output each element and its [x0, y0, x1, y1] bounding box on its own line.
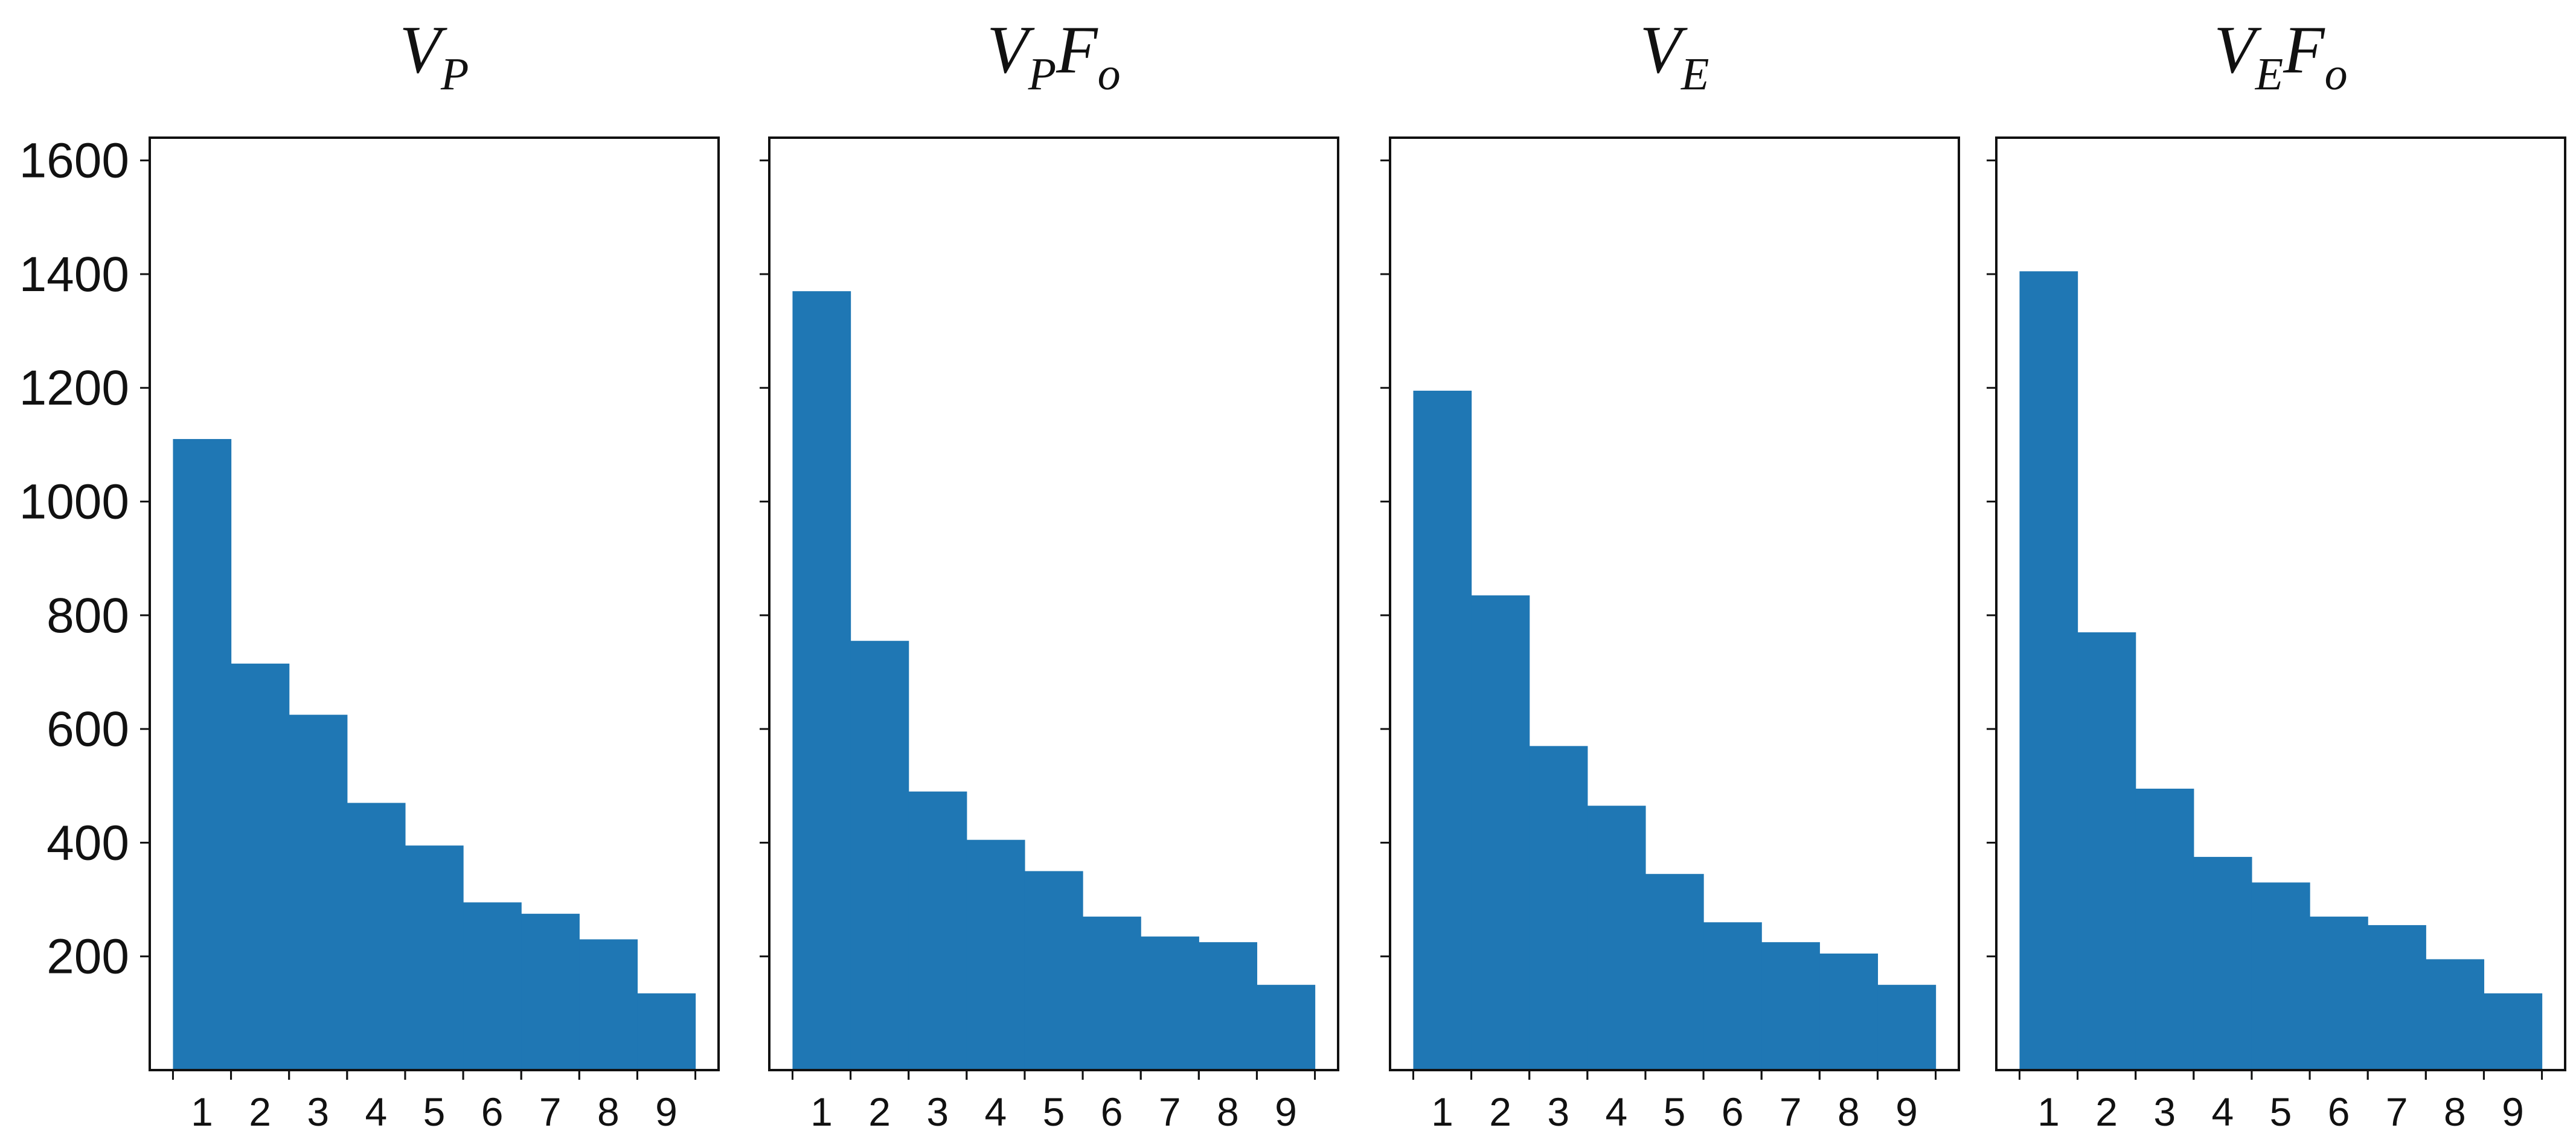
y-tick-label: 600 — [46, 702, 129, 757]
x-tick-label: 7 — [1780, 1089, 1802, 1134]
bar-2 — [1471, 595, 1530, 1070]
bar-4 — [1587, 806, 1646, 1070]
x-tick-label: 9 — [1275, 1089, 1297, 1134]
x-tick-label: 1 — [2037, 1089, 2060, 1134]
x-tick-label: 6 — [1722, 1089, 1744, 1134]
x-tick-label: 3 — [307, 1089, 329, 1134]
bar-6 — [1703, 922, 1762, 1070]
y-tick-label: 1600 — [19, 133, 129, 188]
x-tick-label: 6 — [2328, 1089, 2350, 1134]
bar-5 — [1024, 871, 1083, 1070]
x-tick-label: 9 — [655, 1089, 678, 1134]
x-tick-label: 8 — [597, 1089, 620, 1134]
bar-8 — [1199, 942, 1258, 1070]
x-tick-label: 4 — [365, 1089, 388, 1134]
bar-7 — [1761, 942, 1820, 1070]
bar-1 — [1413, 390, 1472, 1071]
x-tick-label: 2 — [1489, 1089, 1511, 1134]
axes-frame — [768, 136, 1339, 1071]
x-tick-label: 1 — [1431, 1089, 1453, 1134]
x-tick-label: 5 — [1664, 1089, 1686, 1134]
bar-5 — [1645, 874, 1704, 1070]
x-tick-label: 5 — [1043, 1089, 1065, 1134]
y-tick-label: 400 — [46, 815, 129, 870]
bar-3 — [2135, 788, 2194, 1070]
bar-8 — [2426, 959, 2485, 1070]
x-tick-label: 3 — [1547, 1089, 1569, 1134]
x-tick-label: 5 — [2270, 1089, 2292, 1134]
bar-6 — [1083, 916, 1141, 1070]
y-tick-label: 1000 — [19, 475, 129, 530]
axes-frame — [1389, 136, 1960, 1071]
x-tick-label: 4 — [2212, 1089, 2234, 1134]
x-tick-label: 9 — [1895, 1089, 1918, 1134]
y-tick-label: 800 — [46, 588, 129, 643]
bar-6 — [2310, 916, 2368, 1070]
bar-4 — [347, 803, 406, 1070]
x-tick-label: 8 — [1837, 1089, 1860, 1134]
bar-7 — [521, 914, 580, 1070]
x-tick-label: 7 — [1159, 1089, 1181, 1134]
y-tick-label: 1400 — [19, 247, 129, 302]
bar-9 — [637, 993, 696, 1070]
bar-5 — [405, 845, 464, 1070]
bar-5 — [2251, 882, 2310, 1070]
chart-panel-2: 1 2 3 4 5 6 7 8 9 VPFo — [760, 13, 1339, 1134]
x-tick-label: 2 — [868, 1089, 891, 1134]
x-tick-label: 4 — [1606, 1089, 1628, 1134]
x-tick-label: 2 — [2095, 1089, 2118, 1134]
bar-1 — [173, 438, 232, 1070]
axes-frame — [149, 136, 720, 1071]
bar-9 — [1877, 984, 1937, 1070]
chart-panel-4: 1 2 3 4 5 6 7 8 9 VEFo — [1987, 13, 2566, 1134]
x-tick-label: 4 — [985, 1089, 1007, 1134]
axes-frame — [1995, 136, 2566, 1071]
x-tick-label: 8 — [1217, 1089, 1239, 1134]
panel-title: VE — [1640, 13, 1709, 100]
chart-panel-1: 200 400 600 800 1000 1200 1400 1600 1 2 3 4 5 6 7 8 9 VP — [19, 13, 720, 1134]
bar-2 — [850, 641, 909, 1070]
bar-8 — [1819, 954, 1879, 1070]
x-tick-label: 8 — [2444, 1089, 2466, 1134]
bar-3 — [289, 714, 348, 1070]
bar-7 — [1141, 936, 1199, 1070]
bar-3 — [1529, 746, 1588, 1070]
x-tick-label: 1 — [191, 1089, 213, 1134]
bar-2 — [231, 663, 290, 1070]
bar-2 — [2077, 632, 2136, 1070]
x-tick-label: 7 — [2386, 1089, 2408, 1134]
x-tick-label: 7 — [539, 1089, 562, 1134]
x-tick-label: 9 — [2502, 1089, 2524, 1134]
bar-3 — [908, 791, 967, 1070]
chart-panel-3: 1 2 3 4 5 6 7 8 9 VE — [1380, 13, 1960, 1134]
bar-7 — [2368, 925, 2426, 1070]
bar-6 — [463, 902, 522, 1070]
panel-title: VEFo — [2214, 13, 2347, 100]
y-tick-label: 200 — [46, 929, 129, 984]
panel-title: VPFo — [987, 13, 1120, 100]
bar-9 — [2484, 993, 2543, 1070]
panel-title: VP — [400, 13, 469, 100]
x-tick-label: 1 — [810, 1089, 833, 1134]
bar-4 — [966, 839, 1025, 1070]
x-tick-label: 3 — [2153, 1089, 2176, 1134]
y-tick-label: 1200 — [19, 361, 129, 415]
bar-4 — [2193, 856, 2252, 1070]
x-tick-label: 3 — [926, 1089, 949, 1134]
bar-1 — [792, 291, 851, 1071]
x-tick-label: 6 — [481, 1089, 504, 1134]
bar-9 — [1257, 984, 1316, 1070]
bar-1 — [2019, 271, 2078, 1070]
x-tick-label: 6 — [1101, 1089, 1123, 1134]
x-tick-label: 2 — [249, 1089, 271, 1134]
bar-8 — [579, 939, 638, 1070]
x-tick-label: 5 — [423, 1089, 446, 1134]
